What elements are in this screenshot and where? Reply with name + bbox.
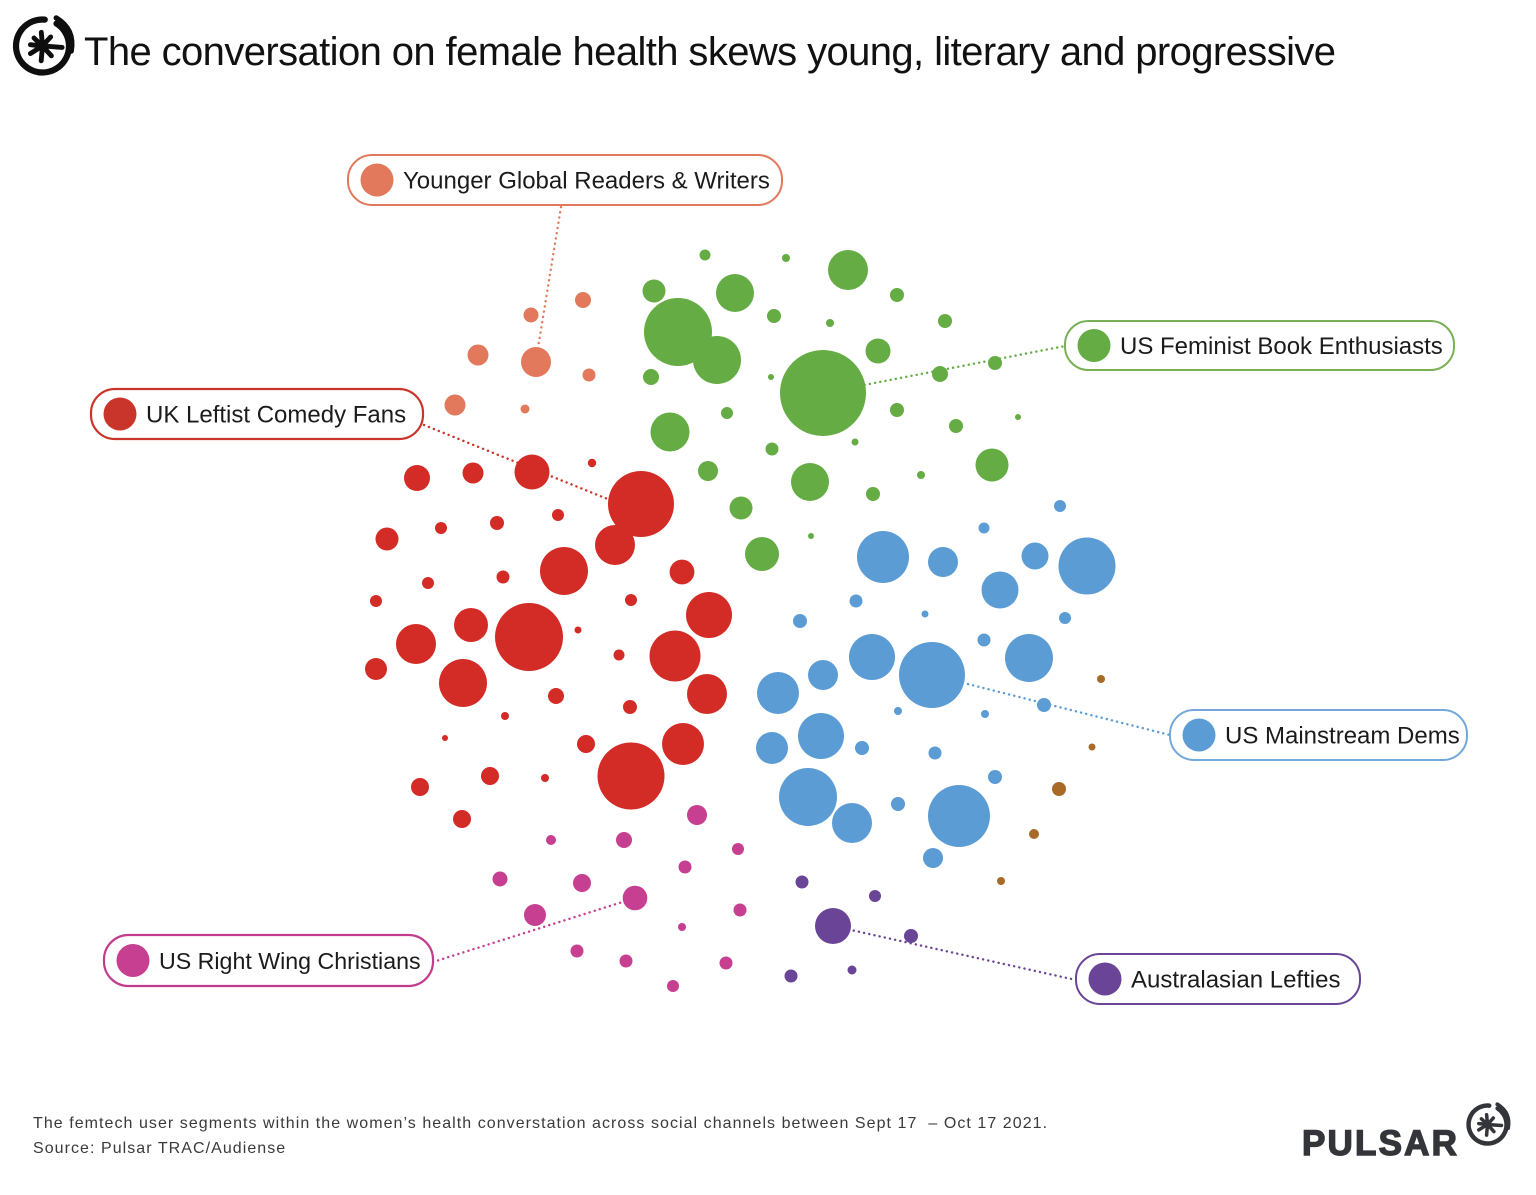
svg-text:US Feminist Book Enthusiasts: US Feminist Book Enthusiasts bbox=[1120, 333, 1443, 360]
svg-text:Younger Global Readers & Write: Younger Global Readers & Writers bbox=[403, 168, 770, 195]
svg-text:US Right Wing Christians: US Right Wing Christians bbox=[159, 948, 421, 974]
svg-text:Australasian Lefties: Australasian Lefties bbox=[1131, 967, 1340, 994]
svg-text:US Mainstream Dems: US Mainstream Dems bbox=[1225, 723, 1460, 750]
svg-text:UK Leftist Comedy Fans: UK Leftist Comedy Fans bbox=[146, 402, 406, 429]
